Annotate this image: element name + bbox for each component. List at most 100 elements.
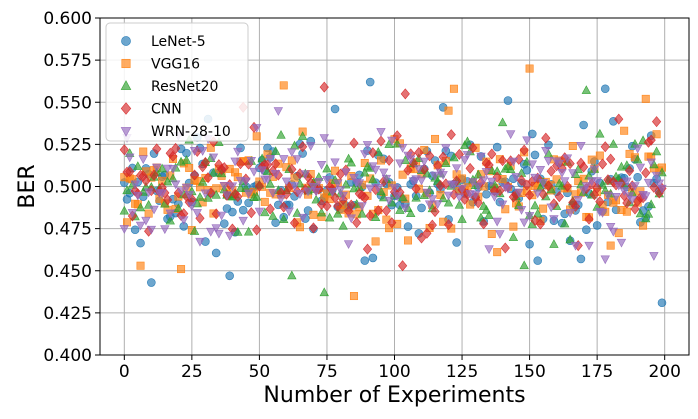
data-point <box>622 177 632 187</box>
legend-label: LeNet-5 <box>151 34 206 50</box>
data-point <box>185 163 194 172</box>
data-point <box>171 142 181 154</box>
data-point <box>478 176 489 186</box>
data-point <box>519 218 529 228</box>
y-tick-label: 0.400 <box>43 346 92 366</box>
data-point <box>452 238 461 247</box>
data-point <box>238 216 248 226</box>
data-point <box>614 113 624 125</box>
data-point <box>501 205 510 214</box>
data-point <box>557 169 567 178</box>
data-point <box>468 178 478 188</box>
data-point <box>543 180 554 192</box>
data-point <box>136 238 145 248</box>
data-point <box>238 205 248 215</box>
data-point <box>657 184 667 194</box>
data-point <box>503 185 513 194</box>
data-point <box>376 156 385 165</box>
data-point <box>516 174 527 186</box>
data-point <box>143 188 154 198</box>
data-point <box>365 77 375 87</box>
data-point <box>208 153 219 163</box>
data-point <box>438 151 448 163</box>
data-point <box>565 209 575 218</box>
data-point <box>330 104 340 114</box>
data-point <box>279 81 288 90</box>
data-point <box>549 215 559 224</box>
data-point <box>376 135 386 147</box>
data-point <box>144 209 153 218</box>
data-point <box>387 217 397 229</box>
data-point <box>492 142 502 152</box>
data-point <box>281 177 292 187</box>
data-point <box>211 224 221 234</box>
data-point <box>433 200 443 209</box>
data-point <box>395 159 405 169</box>
data-point <box>584 213 594 225</box>
data-point <box>630 203 640 215</box>
data-point <box>308 222 319 234</box>
data-point <box>406 208 416 218</box>
data-point <box>630 182 640 192</box>
data-point <box>146 225 157 235</box>
data-point <box>284 207 294 217</box>
data-point <box>403 164 413 176</box>
data-point <box>489 192 500 202</box>
data-point <box>546 165 556 177</box>
data-point <box>265 155 275 164</box>
data-point <box>168 164 178 174</box>
data-point <box>404 236 413 245</box>
data-point <box>554 159 565 169</box>
data-point <box>411 183 421 195</box>
data-point <box>608 227 619 237</box>
data-point <box>627 195 637 205</box>
data-point <box>327 188 338 197</box>
data-point <box>470 190 481 200</box>
data-point <box>505 130 516 140</box>
data-point <box>233 147 243 157</box>
data-point <box>595 196 605 208</box>
data-point <box>411 192 421 202</box>
data-point <box>493 248 502 257</box>
data-point <box>651 116 662 128</box>
data-point <box>189 147 200 156</box>
data-point <box>427 219 437 231</box>
data-point <box>287 148 297 158</box>
data-point <box>397 143 408 153</box>
data-point <box>600 141 610 153</box>
data-point <box>541 132 551 144</box>
legend-item: VGG16 <box>121 57 200 73</box>
data-point <box>141 216 151 226</box>
data-point <box>657 298 667 308</box>
data-point <box>219 162 229 174</box>
data-point <box>273 107 284 116</box>
data-point <box>419 157 429 167</box>
data-point <box>135 202 146 212</box>
data-point <box>527 160 537 170</box>
data-point <box>324 139 335 149</box>
data-point <box>295 190 305 199</box>
data-point <box>446 129 456 141</box>
y-tick-label: 0.575 <box>43 51 92 71</box>
data-point <box>265 179 275 188</box>
data-point <box>646 134 656 146</box>
data-point <box>416 232 427 244</box>
data-point <box>587 155 596 164</box>
legend-item: CNN <box>120 102 182 118</box>
data-point <box>243 189 254 199</box>
data-point <box>462 151 473 160</box>
data-point <box>165 215 175 225</box>
x-tick-label: 75 <box>316 362 338 382</box>
data-point <box>511 173 521 182</box>
legend-label: WRN-28-10 <box>151 124 231 140</box>
data-point <box>119 205 130 215</box>
data-point <box>252 191 262 201</box>
y-tick-label: 0.525 <box>43 135 92 155</box>
data-point <box>387 136 397 146</box>
data-point <box>122 185 132 195</box>
data-point <box>368 174 378 184</box>
data-point <box>532 189 543 199</box>
data-point <box>279 155 289 164</box>
data-point <box>600 84 610 94</box>
data-point <box>349 137 359 149</box>
